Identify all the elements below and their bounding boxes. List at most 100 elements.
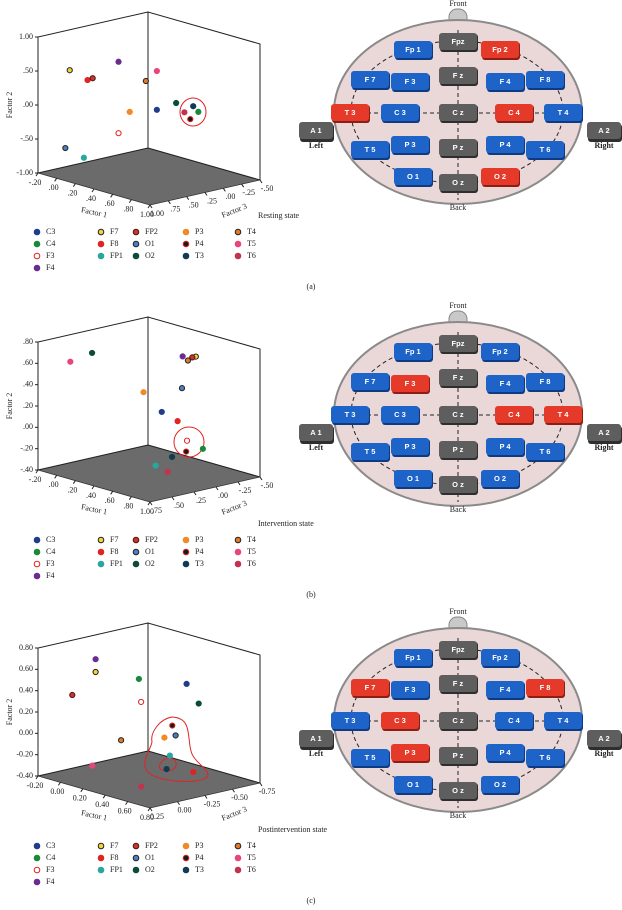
- legend-label: T3: [195, 865, 204, 874]
- data-point: [80, 154, 87, 161]
- head-map: Front Back Left Right A 1 A 2 Fpz Fp 1 Fp 2 F 7 F …: [299, 607, 622, 820]
- data-point: [181, 109, 188, 116]
- front-label: Front: [449, 301, 467, 310]
- x-tick: [125, 801, 129, 805]
- z-tick: [167, 200, 171, 205]
- legend-marker: [234, 548, 242, 556]
- electrode: [439, 782, 477, 799]
- electrode: [544, 104, 582, 121]
- ear-electrode-label: A 2: [598, 428, 609, 437]
- legend-marker: [33, 228, 41, 236]
- x-tick-label: .20: [67, 485, 77, 494]
- x-tick: [147, 807, 151, 812]
- electrode-label: P 3: [404, 140, 415, 149]
- electrode-label: P z: [453, 445, 464, 454]
- x-tick-label: -.20: [29, 178, 42, 187]
- legend-label: F8: [110, 853, 118, 862]
- electrode: [481, 776, 519, 793]
- electrode: [486, 744, 524, 761]
- z-tick: [193, 491, 197, 496]
- electrode-label: Fpz: [452, 645, 465, 654]
- electrode-label: C 3: [394, 410, 406, 419]
- electrode-label: F 3: [405, 77, 416, 86]
- electrode-label: F 4: [500, 379, 512, 388]
- legend-label: C4: [46, 853, 55, 862]
- x-tick-label: 0.00: [50, 787, 64, 796]
- legend-marker: [234, 866, 242, 874]
- legend-marker: [182, 560, 190, 568]
- data-point: [187, 116, 194, 123]
- legend-label: F7: [110, 535, 118, 544]
- z-axis-title: Factor 3: [220, 499, 248, 517]
- z-tick: [149, 501, 153, 506]
- data-point: [69, 691, 76, 699]
- legend-marker: [33, 842, 41, 850]
- scatter-panel: 0.800.600.400.200.00-0.20-0.40-0.200.000…: [5, 622, 328, 905]
- legend-label: F7: [110, 227, 118, 236]
- x-tick-label: .40: [86, 194, 96, 203]
- y-tick-label: .60: [23, 358, 33, 367]
- data-point: [92, 668, 99, 676]
- legend-marker: [33, 854, 41, 862]
- back-wall: [147, 316, 261, 478]
- legend-label: P3: [195, 535, 203, 544]
- data-point: [199, 445, 206, 452]
- data-point: [179, 353, 186, 360]
- electrode: [381, 712, 419, 729]
- state-label: Resting state: [258, 211, 300, 220]
- y-tick-label: .20: [23, 401, 33, 410]
- electrode-label: T 6: [540, 447, 551, 456]
- legend-marker: [132, 842, 140, 850]
- scatter-panel: .80.60.40.20.00-.20-.40-.20.00.20.40.60.…: [5, 316, 316, 599]
- x-tick-label: .40: [86, 491, 96, 500]
- legend-label: C3: [46, 535, 55, 544]
- x-tick: [54, 178, 58, 182]
- legend-marker: [97, 854, 105, 862]
- legend-marker: [182, 240, 190, 248]
- electrode-label: P 4: [499, 442, 511, 451]
- panel-caption: (c): [307, 896, 316, 905]
- ear-electrode-label: A 1: [310, 734, 321, 743]
- electrode-label: T 3: [345, 410, 356, 419]
- z-tick: [149, 807, 153, 812]
- legend-marker: [33, 536, 41, 544]
- electrode: [481, 343, 519, 360]
- x-tick-label: 0.40: [95, 800, 109, 809]
- legend-marker: [33, 240, 41, 248]
- electrode: [391, 438, 429, 455]
- legend-label: FP2: [145, 535, 158, 544]
- x-tick-label: 1.00: [140, 507, 154, 516]
- electrode-label: P 3: [404, 442, 415, 451]
- x-tick: [147, 501, 151, 506]
- z-axis-title: Factor 3: [220, 805, 248, 823]
- z-tick: [149, 204, 153, 209]
- y-tick-label: 1.00: [19, 32, 33, 41]
- x-tick: [35, 775, 39, 780]
- data-point: [166, 752, 173, 759]
- data-point: [169, 722, 176, 729]
- electrode-label: O z: [452, 480, 464, 489]
- electrode-label: F 8: [540, 683, 551, 692]
- electrode: [394, 470, 432, 487]
- left-wall: [37, 11, 149, 174]
- y-tick-label: .80: [23, 337, 33, 346]
- legend-label: F3: [46, 251, 54, 260]
- x-tick-label: .60: [105, 199, 115, 208]
- electrode-label: P 4: [499, 748, 511, 757]
- x-tick: [57, 782, 61, 786]
- electrode: [391, 375, 429, 392]
- electrode-label: T 6: [540, 145, 551, 154]
- z-tick-label: .00: [218, 491, 228, 500]
- legend-label: O1: [145, 853, 155, 862]
- legend-label: C3: [46, 841, 55, 850]
- electrode-label: O 2: [494, 474, 506, 483]
- z-axis-title: Factor 3: [220, 202, 248, 220]
- electrode: [439, 67, 477, 84]
- legend-marker: [234, 536, 242, 544]
- electrode: [495, 406, 533, 423]
- electrode-label: O z: [452, 786, 464, 795]
- data-point: [178, 385, 186, 392]
- legend-marker: [33, 548, 41, 556]
- legend-label: F7: [110, 841, 118, 850]
- z-tick: [177, 801, 180, 806]
